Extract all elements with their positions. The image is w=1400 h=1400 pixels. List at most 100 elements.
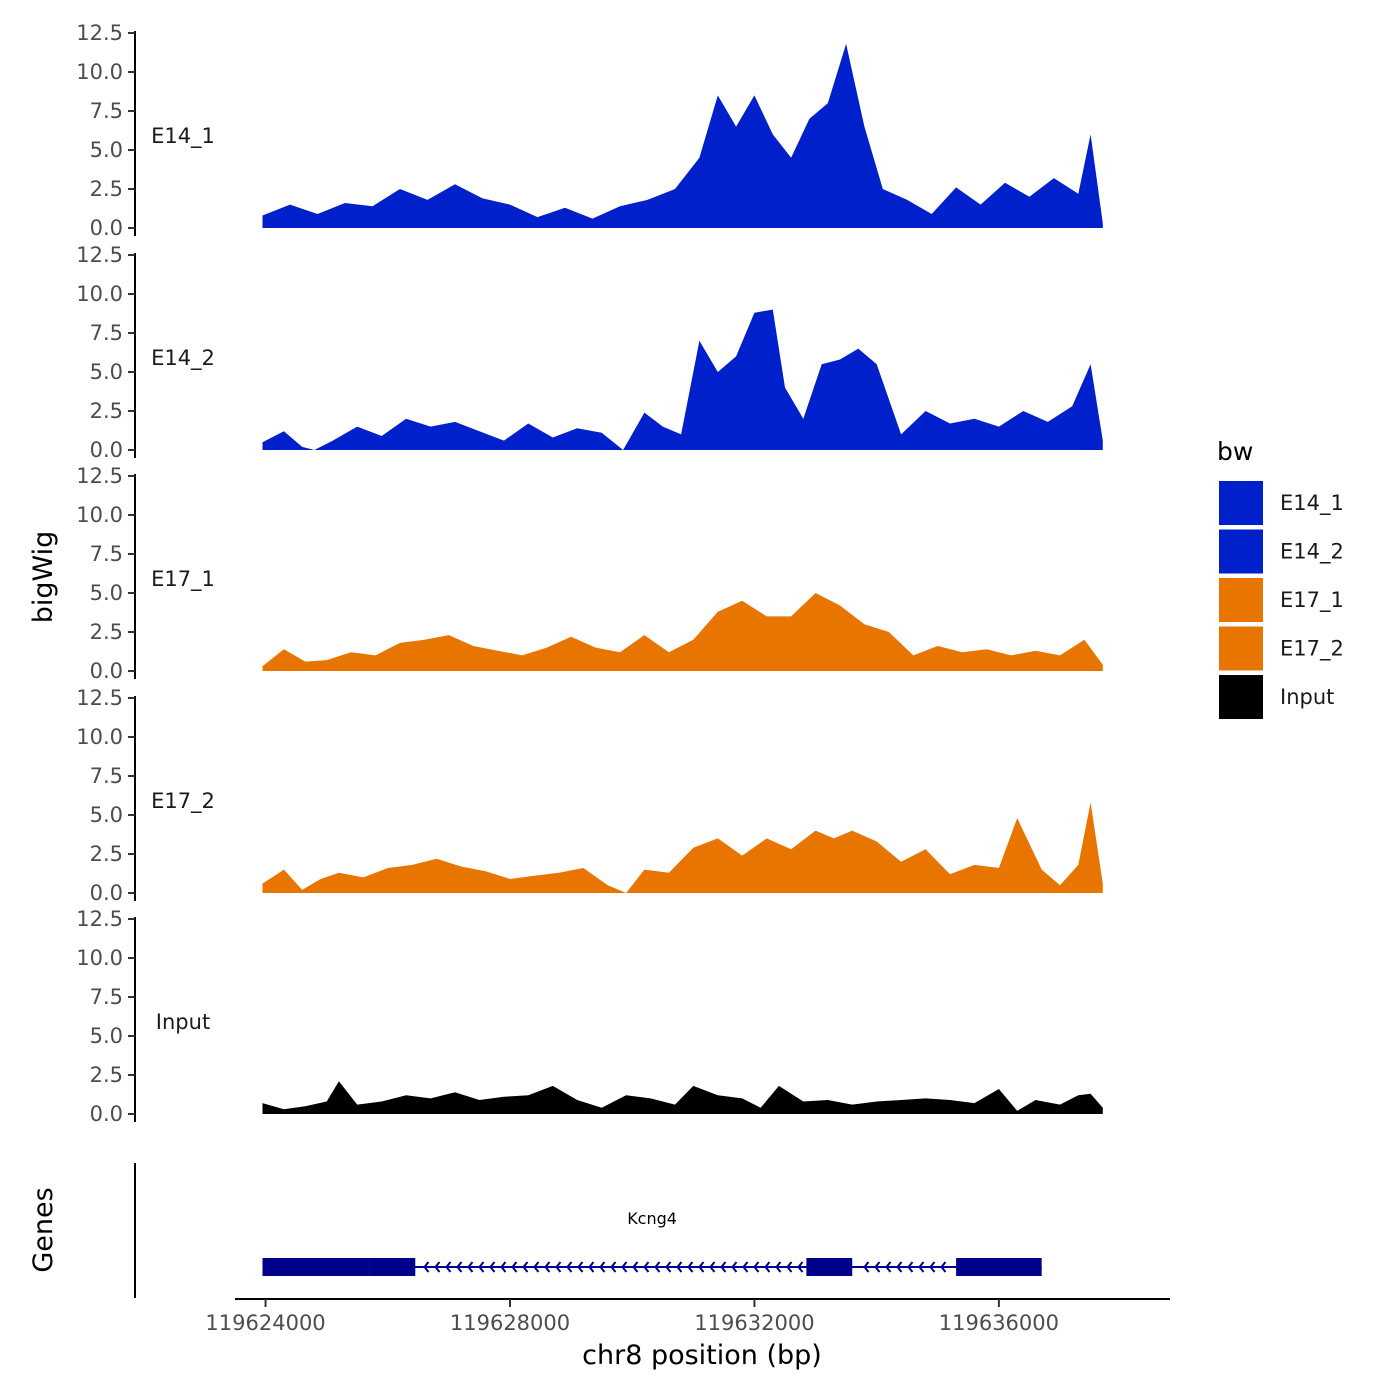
strand-arrow	[544, 1261, 551, 1273]
y-tick-label: 10.0	[76, 60, 123, 84]
y-tick-label: 2.5	[90, 1063, 123, 1087]
strand-arrow	[445, 1261, 452, 1273]
strand-arrow	[665, 1261, 672, 1273]
strand-arrow	[434, 1261, 441, 1273]
strand-arrow	[753, 1261, 760, 1273]
y-tick-label: 0.0	[90, 659, 123, 683]
legend-label-E17_2: E17_2	[1280, 637, 1344, 662]
strand-arrow	[676, 1261, 683, 1273]
strand-arrow	[863, 1261, 870, 1273]
strand-arrow	[907, 1261, 914, 1273]
y-tick-label: 12.5	[76, 243, 123, 267]
strand-arrow	[786, 1261, 793, 1273]
y-tick-label: 5.0	[90, 360, 123, 384]
track-E14_1: 0.0 2.5 5.0 7.5 10.0 12.5 E14_1	[76, 21, 1103, 240]
strand-arrow	[720, 1261, 727, 1273]
y-tick-label: 7.5	[90, 99, 123, 123]
legend-title: bw	[1217, 437, 1253, 466]
coverage-area-Input	[262, 1081, 1103, 1114]
track-label-E14_1: E14_1	[151, 124, 215, 149]
track-E17_1: 0.0 2.5 5.0 7.5 10.0 12.5 E17_1	[76, 464, 1103, 683]
strand-arrow	[610, 1261, 617, 1273]
track-Input: 0.0 2.5 5.0 7.5 10.0 12.5 Input	[76, 907, 1103, 1126]
y-tick-label: 7.5	[90, 764, 123, 788]
strand-arrow	[566, 1261, 573, 1273]
strand-arrow	[423, 1261, 430, 1273]
y-tick-label: 10.0	[76, 282, 123, 306]
legend-swatch-E17_1	[1217, 576, 1265, 624]
strand-arrow	[698, 1261, 705, 1273]
track-E14_2: 0.0 2.5 5.0 7.5 10.0 12.5 E14_2	[76, 243, 1103, 462]
y-tick-label: 10.0	[76, 503, 123, 527]
y-tick-label: 0.0	[90, 438, 123, 462]
x-tick-label: 119632000	[694, 1311, 814, 1335]
coverage-area-E17_1	[262, 593, 1103, 671]
strand-arrow	[797, 1261, 804, 1273]
strand-arrow	[764, 1261, 771, 1273]
y-tick-label: 12.5	[76, 21, 123, 45]
legend: bw E14_1 E14_2 E17_1 E17_2 Input	[1217, 437, 1344, 721]
gene-name-label: Kcng4	[627, 1209, 677, 1228]
y-tick-label: 0.0	[90, 216, 123, 240]
strand-arrow	[500, 1261, 507, 1273]
y-tick-label: 7.5	[90, 542, 123, 566]
x-tick-label: 119628000	[450, 1311, 570, 1335]
strand-arrow	[533, 1261, 540, 1273]
gene-model: Kcng4	[262, 1209, 1042, 1276]
strand-arrow	[940, 1261, 947, 1273]
legend-swatch-Input	[1217, 673, 1265, 721]
y-tick-label: 0.0	[90, 881, 123, 905]
strand-arrow	[896, 1261, 903, 1273]
legend-swatch-E14_2	[1217, 527, 1265, 576]
tracks-panel: 0.0 2.5 5.0 7.5 10.0 12.5 E14_1 0.0 2.5 5.0 7.5 10.…	[76, 21, 1103, 1126]
y-tick-label: 12.5	[76, 907, 123, 931]
strand-arrow	[874, 1261, 881, 1273]
track-label-E17_1: E17_1	[151, 567, 215, 592]
strand-arrow	[588, 1261, 595, 1273]
x-axis-title: chr8 position (bp)	[582, 1340, 822, 1371]
legend-label-E14_2: E14_2	[1280, 540, 1344, 565]
x-tick-label: 119624000	[205, 1311, 325, 1335]
y-tick-label: 2.5	[90, 620, 123, 644]
x-tick-label: 119636000	[939, 1311, 1059, 1335]
x-axis: 119624000 119628000 119632000 119636000	[205, 1298, 1170, 1335]
strand-arrow	[522, 1261, 529, 1273]
coverage-area-E14_2	[262, 309, 1103, 450]
strand-arrow	[478, 1261, 485, 1273]
legend-label-E14_1: E14_1	[1280, 491, 1344, 516]
legend-swatch-E14_1	[1217, 479, 1265, 527]
strand-arrow	[621, 1261, 628, 1273]
strand-arrow	[687, 1261, 694, 1273]
track-label-E17_2: E17_2	[151, 789, 215, 814]
strand-arrow	[511, 1261, 518, 1273]
strand-arrow	[731, 1261, 738, 1273]
track-label-E14_2: E14_2	[151, 346, 215, 371]
strand-arrow	[654, 1261, 661, 1273]
strand-arrow	[456, 1261, 463, 1273]
exon-1	[369, 1258, 416, 1276]
strand-arrow	[599, 1261, 606, 1273]
legend-label-Input: Input	[1280, 685, 1334, 709]
exon-2	[806, 1258, 853, 1276]
y-tick-label: 10.0	[76, 725, 123, 749]
strand-arrow	[775, 1261, 782, 1273]
strand-arrow	[467, 1261, 474, 1273]
y-tick-label: 7.5	[90, 321, 123, 345]
strand-arrow	[885, 1261, 892, 1273]
y-tick-label: 2.5	[90, 399, 123, 423]
strand-arrow	[555, 1261, 562, 1273]
legend-label-E17_1: E17_1	[1280, 588, 1344, 613]
track-label-Input: Input	[156, 1010, 210, 1034]
y-tick-label: 5.0	[90, 1024, 123, 1048]
coverage-area-E17_2	[262, 802, 1103, 893]
coverage-area-E14_1	[262, 43, 1103, 229]
y-axis-title: bigWig	[28, 531, 59, 624]
y-tick-label: 10.0	[76, 946, 123, 970]
y-tick-label: 5.0	[90, 581, 123, 605]
y-tick-label: 0.0	[90, 1102, 123, 1126]
genes-track-label: Genes	[28, 1187, 59, 1272]
y-tick-label: 12.5	[76, 686, 123, 710]
strand-arrow	[489, 1261, 496, 1273]
exon-0	[262, 1258, 370, 1276]
